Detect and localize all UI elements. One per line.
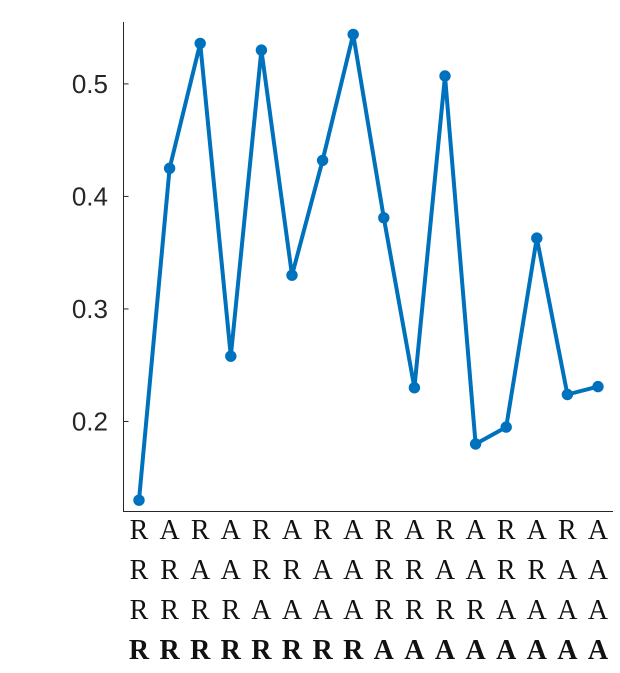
x-category-label: A xyxy=(251,595,272,626)
x-category-label: A xyxy=(527,635,548,666)
x-category-label: A xyxy=(557,555,578,586)
x-category-label: R xyxy=(130,595,149,626)
data-point xyxy=(316,154,329,167)
x-category-label: A xyxy=(588,595,609,626)
x-category-label: A xyxy=(588,555,609,586)
data-point xyxy=(408,382,421,394)
x-category-label: A xyxy=(159,515,180,546)
x-category-label: A xyxy=(465,635,486,666)
x-category-label: R xyxy=(312,635,333,666)
x-category-label: R xyxy=(497,555,516,586)
data-point xyxy=(133,494,145,506)
x-category-label: A xyxy=(435,635,456,666)
x-category-label: A xyxy=(527,595,548,626)
x-category-label: A xyxy=(343,595,364,626)
y-tick-label: 0.2 xyxy=(72,406,108,436)
x-category-label: R xyxy=(558,515,577,546)
x-category-label: R xyxy=(374,555,393,586)
data-point xyxy=(163,162,176,175)
x-category-label: A xyxy=(343,555,364,586)
data-point xyxy=(194,37,206,50)
x-category-label: R xyxy=(190,635,211,666)
x-category-label: A xyxy=(557,635,578,666)
x-category-label: R xyxy=(191,595,210,626)
x-category-label: R xyxy=(160,595,179,626)
x-category-label: R xyxy=(436,595,455,626)
x-category-label: R xyxy=(221,595,240,626)
x-category-label: A xyxy=(343,515,364,546)
x-category-label: R xyxy=(221,635,242,666)
x-category-label: A xyxy=(404,515,425,546)
x-category-label: R xyxy=(313,515,332,546)
series-line xyxy=(137,32,600,503)
x-category-label: A xyxy=(557,595,578,626)
data-point xyxy=(255,44,268,56)
data-point xyxy=(561,388,574,401)
x-category-label: A xyxy=(190,555,211,586)
x-category-label: R xyxy=(159,635,180,666)
data-point xyxy=(286,269,298,281)
x-category-label: A xyxy=(312,595,333,626)
x-category-labels: R A R A R A R A R A R A R A R AR R A A R R A A R R A A R R A AR R R R A A A A… xyxy=(129,515,609,666)
data-point xyxy=(469,438,482,450)
x-category-label: R xyxy=(343,635,364,666)
x-category-label: A xyxy=(496,635,517,666)
x-category-label: A xyxy=(282,595,303,626)
x-category-label: R xyxy=(405,595,424,626)
x-category-label: A xyxy=(496,595,517,626)
data-point xyxy=(225,350,237,362)
data-point xyxy=(439,70,451,82)
x-category-label: A xyxy=(221,555,242,586)
x-category-label: R xyxy=(282,635,303,666)
x-category-label: R xyxy=(405,555,424,586)
x-category-label: R xyxy=(527,555,546,586)
x-category-label: A xyxy=(374,635,395,666)
data-point xyxy=(347,28,359,41)
x-category-label: R xyxy=(466,595,485,626)
x-category-label: A xyxy=(588,515,609,546)
data-point xyxy=(531,232,543,244)
data-point xyxy=(500,421,512,433)
x-category-label: R xyxy=(436,515,455,546)
x-category-label: R xyxy=(130,515,149,546)
x-category-label: R xyxy=(374,595,393,626)
x-category-label: A xyxy=(282,515,303,546)
x-category-label: A xyxy=(465,515,486,546)
x-category-label: R xyxy=(252,515,271,546)
x-category-label: A xyxy=(221,515,242,546)
y-tick-label: 0.5 xyxy=(72,69,108,99)
x-category-label: A xyxy=(312,555,333,586)
x-category-label: R xyxy=(252,555,271,586)
data-point xyxy=(592,380,604,393)
data-point xyxy=(378,212,390,224)
x-category-label: R xyxy=(130,555,149,586)
axes-box xyxy=(123,22,613,512)
y-axis-ticks: 0.2 0.3 0.4 0.5 xyxy=(72,69,129,436)
x-category-label: R xyxy=(129,635,150,666)
x-category-label: A xyxy=(588,635,609,666)
x-category-label: A xyxy=(465,555,486,586)
y-tick-label: 0.4 xyxy=(72,181,108,211)
x-category-label: A xyxy=(527,515,548,546)
series-group xyxy=(133,28,604,506)
x-category-label: R xyxy=(283,555,302,586)
y-tick-label: 0.3 xyxy=(72,294,108,324)
x-category-label: R xyxy=(374,515,393,546)
x-category-label: R xyxy=(160,555,179,586)
x-category-label: R xyxy=(191,515,210,546)
x-category-label: R xyxy=(251,635,272,666)
x-category-label: R xyxy=(497,515,516,546)
x-category-label: A xyxy=(435,555,456,586)
x-category-label: A xyxy=(404,635,425,666)
